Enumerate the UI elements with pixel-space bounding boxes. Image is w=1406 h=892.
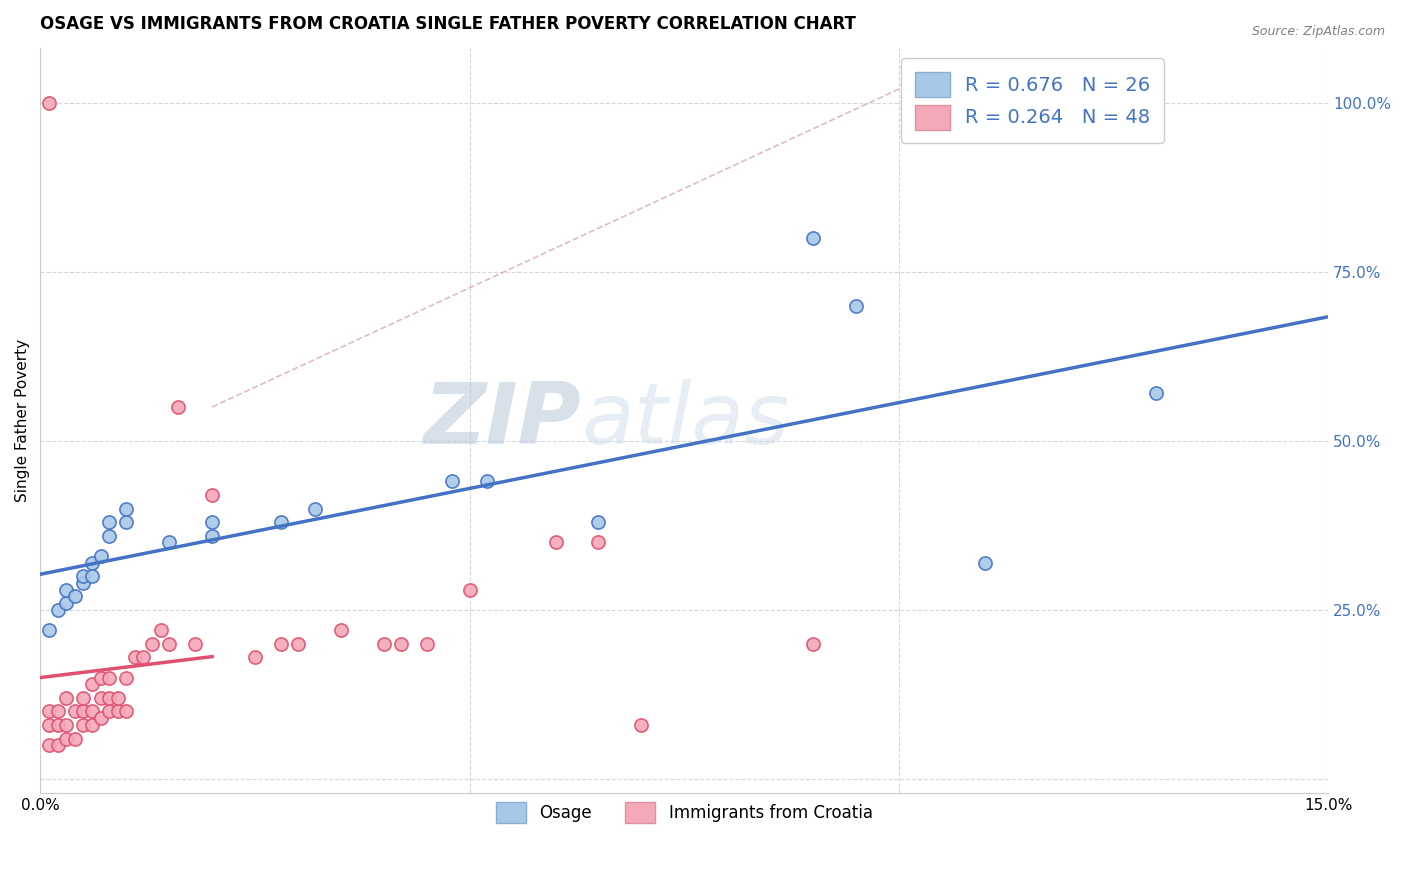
- Y-axis label: Single Father Poverty: Single Father Poverty: [15, 339, 30, 502]
- Point: [141, 637, 163, 651]
- Point: [458, 582, 481, 597]
- Point: [55, 731, 77, 746]
- Point: [72, 718, 94, 732]
- Point: [38, 95, 60, 110]
- Point: [63, 705, 86, 719]
- Point: [329, 624, 352, 638]
- Point: [630, 718, 652, 732]
- Point: [588, 515, 610, 529]
- Point: [544, 535, 567, 549]
- Point: [98, 705, 121, 719]
- Point: [149, 624, 172, 638]
- Point: [89, 711, 111, 725]
- Point: [115, 515, 138, 529]
- Point: [124, 650, 146, 665]
- Point: [201, 515, 224, 529]
- Point: [38, 705, 60, 719]
- Point: [588, 535, 610, 549]
- Point: [107, 705, 129, 719]
- Point: [166, 400, 188, 414]
- Point: [243, 650, 266, 665]
- Point: [304, 501, 326, 516]
- Point: [389, 637, 412, 651]
- Point: [46, 603, 69, 617]
- Point: [157, 637, 180, 651]
- Point: [38, 718, 60, 732]
- Point: [973, 556, 995, 570]
- Point: [115, 501, 138, 516]
- Point: [80, 677, 103, 691]
- Point: [184, 637, 207, 651]
- Point: [63, 590, 86, 604]
- Point: [72, 576, 94, 591]
- Point: [98, 690, 121, 705]
- Point: [845, 299, 868, 313]
- Point: [115, 705, 138, 719]
- Point: [55, 596, 77, 610]
- Text: Source: ZipAtlas.com: Source: ZipAtlas.com: [1251, 25, 1385, 38]
- Point: [441, 475, 464, 489]
- Point: [38, 624, 60, 638]
- Point: [72, 705, 94, 719]
- Point: [46, 739, 69, 753]
- Point: [72, 690, 94, 705]
- Point: [373, 637, 395, 651]
- Point: [98, 671, 121, 685]
- Point: [270, 637, 292, 651]
- Point: [1146, 386, 1168, 401]
- Point: [270, 515, 292, 529]
- Text: OSAGE VS IMMIGRANTS FROM CROATIA SINGLE FATHER POVERTY CORRELATION CHART: OSAGE VS IMMIGRANTS FROM CROATIA SINGLE …: [41, 15, 856, 33]
- Point: [107, 690, 129, 705]
- Point: [80, 569, 103, 583]
- Point: [80, 705, 103, 719]
- Point: [80, 556, 103, 570]
- Point: [416, 637, 439, 651]
- Point: [98, 515, 121, 529]
- Point: [89, 671, 111, 685]
- Text: atlas: atlas: [581, 379, 789, 462]
- Point: [89, 690, 111, 705]
- Point: [201, 488, 224, 502]
- Point: [287, 637, 309, 651]
- Text: ZIP: ZIP: [423, 379, 581, 462]
- Point: [475, 475, 498, 489]
- Point: [115, 671, 138, 685]
- Point: [801, 231, 824, 245]
- Point: [801, 637, 824, 651]
- Legend: Osage, Immigrants from Croatia: Osage, Immigrants from Croatia: [482, 789, 886, 837]
- Point: [38, 739, 60, 753]
- Point: [80, 718, 103, 732]
- Point: [55, 690, 77, 705]
- Point: [72, 569, 94, 583]
- Point: [201, 528, 224, 542]
- Point: [157, 535, 180, 549]
- Point: [89, 549, 111, 563]
- Point: [98, 528, 121, 542]
- Point: [55, 582, 77, 597]
- Point: [55, 718, 77, 732]
- Point: [46, 718, 69, 732]
- Point: [132, 650, 155, 665]
- Point: [63, 731, 86, 746]
- Point: [46, 705, 69, 719]
